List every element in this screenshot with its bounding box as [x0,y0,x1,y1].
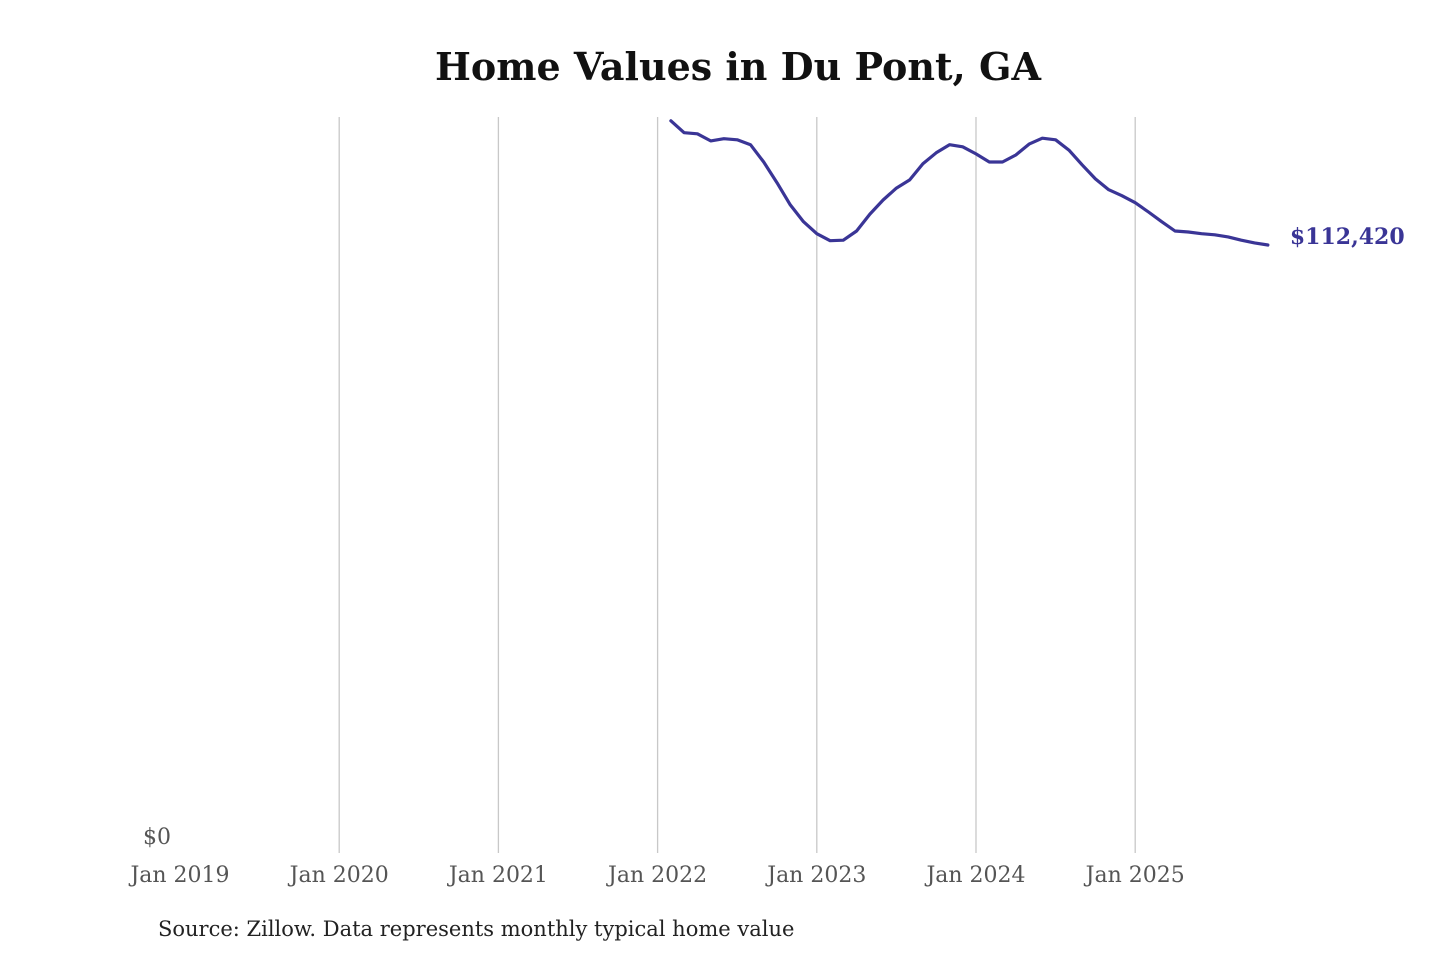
x-tick-label: Jan 2020 [288,863,389,888]
x-tick-label: Jan 2024 [924,863,1025,888]
end-value-label: $112,420 [1290,224,1405,250]
x-tick-label: Jan 2023 [765,863,866,888]
x-tick-label: Jan 2022 [606,863,707,888]
x-tick-label: Jan 2025 [1084,863,1185,888]
x-tick-label: Jan 2019 [128,863,229,888]
x-tick-label: Jan 2021 [447,863,548,888]
y-tick-label: $0 [143,825,171,850]
series-line [669,119,1270,247]
source-note: Source: Zillow. Data represents monthly … [158,917,795,941]
chart-title: Home Values in Du Pont, GA [435,44,1041,89]
